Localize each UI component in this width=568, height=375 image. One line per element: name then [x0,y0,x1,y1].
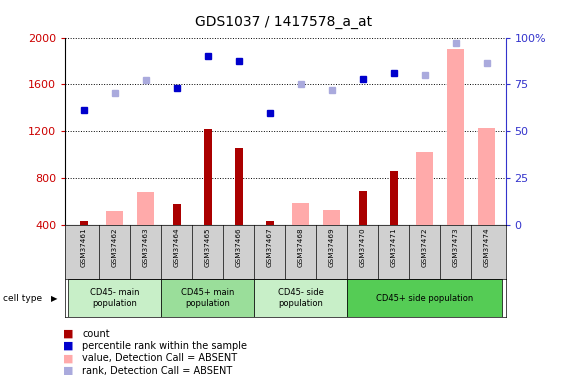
Text: GSM37470: GSM37470 [360,228,366,267]
Bar [254,279,348,317]
Text: CD45- side
population: CD45- side population [278,288,324,308]
Text: CD45+ side population: CD45+ side population [376,294,474,303]
Text: CD45- main
population: CD45- main population [90,288,140,308]
Bar [266,222,274,225]
Text: GSM37468: GSM37468 [298,228,304,267]
Bar [390,171,398,225]
Text: GSM37464: GSM37464 [174,228,180,267]
Bar [106,211,123,225]
Text: ■: ■ [63,329,73,339]
Text: ■: ■ [63,341,73,351]
Bar [478,128,495,225]
Bar [348,279,503,317]
Bar [80,222,88,225]
Text: ■: ■ [63,366,73,375]
Text: GSM37469: GSM37469 [329,228,335,267]
Text: GSM37465: GSM37465 [205,228,211,267]
Text: GDS1037 / 1417578_a_at: GDS1037 / 1417578_a_at [195,15,373,29]
Bar [416,152,433,225]
Bar [448,49,465,225]
Text: count: count [82,329,110,339]
Bar [235,148,243,225]
Bar [323,210,340,225]
Text: GSM37466: GSM37466 [236,228,242,267]
Text: cell type: cell type [3,294,42,303]
Text: rank, Detection Call = ABSENT: rank, Detection Call = ABSENT [82,366,233,375]
Text: value, Detection Call = ABSENT: value, Detection Call = ABSENT [82,354,237,363]
Text: GSM37471: GSM37471 [391,228,397,267]
Bar [293,203,310,225]
Text: GSM37461: GSM37461 [81,228,87,267]
Text: ▶: ▶ [52,294,58,303]
Bar [68,279,161,317]
Bar [173,204,181,225]
Text: GSM37462: GSM37462 [112,228,118,267]
Text: GSM37467: GSM37467 [267,228,273,267]
Text: CD45+ main
population: CD45+ main population [181,288,235,308]
Text: percentile rank within the sample: percentile rank within the sample [82,341,247,351]
Bar [359,191,367,225]
Text: GSM37473: GSM37473 [453,228,459,267]
Bar [137,192,154,225]
Bar [204,129,212,225]
Text: GSM37472: GSM37472 [422,228,428,267]
Bar [161,279,254,317]
Text: GSM37474: GSM37474 [484,228,490,267]
Text: ■: ■ [63,354,73,363]
Text: GSM37463: GSM37463 [143,228,149,267]
